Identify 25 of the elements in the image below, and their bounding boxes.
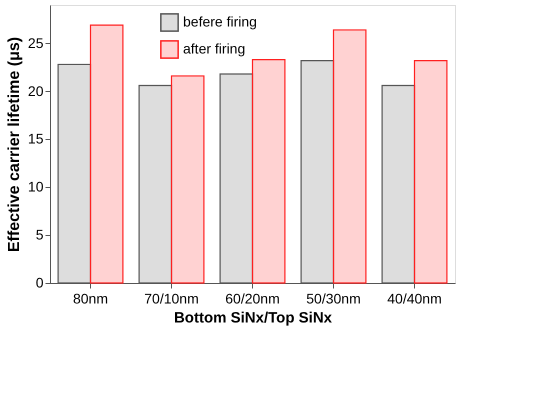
bar bbox=[58, 64, 92, 284]
legend-label: befere firing bbox=[183, 14, 257, 30]
bar bbox=[220, 73, 254, 284]
x-tick-label: 80nm bbox=[72, 290, 108, 306]
bar bbox=[252, 59, 286, 284]
x-axis-title: Bottom SiNx/Top SiNx bbox=[174, 310, 333, 326]
x-tick-label: 70/10nm bbox=[144, 290, 199, 306]
bar bbox=[382, 84, 416, 284]
x-tick-label: 40/40nm bbox=[387, 290, 442, 306]
x-tick-label: 50/30nm bbox=[306, 290, 361, 306]
bar bbox=[300, 60, 334, 284]
x-tick-label: 60/20nm bbox=[225, 290, 280, 306]
y-axis-title: Effective carrier lifetime (μs) bbox=[6, 36, 23, 252]
bar bbox=[332, 29, 366, 284]
y-tick-label: 10 bbox=[28, 178, 44, 195]
legend-label: after firing bbox=[183, 40, 246, 56]
bar bbox=[90, 24, 124, 284]
bar bbox=[170, 75, 204, 284]
bar bbox=[138, 84, 172, 284]
y-tick-label: 15 bbox=[28, 130, 44, 147]
bar bbox=[414, 60, 448, 284]
y-tick-label: 5 bbox=[36, 226, 44, 243]
y-tick-label: 20 bbox=[28, 82, 44, 99]
y-tick-label: 25 bbox=[28, 34, 44, 51]
y-tick-label: 0 bbox=[36, 274, 44, 290]
